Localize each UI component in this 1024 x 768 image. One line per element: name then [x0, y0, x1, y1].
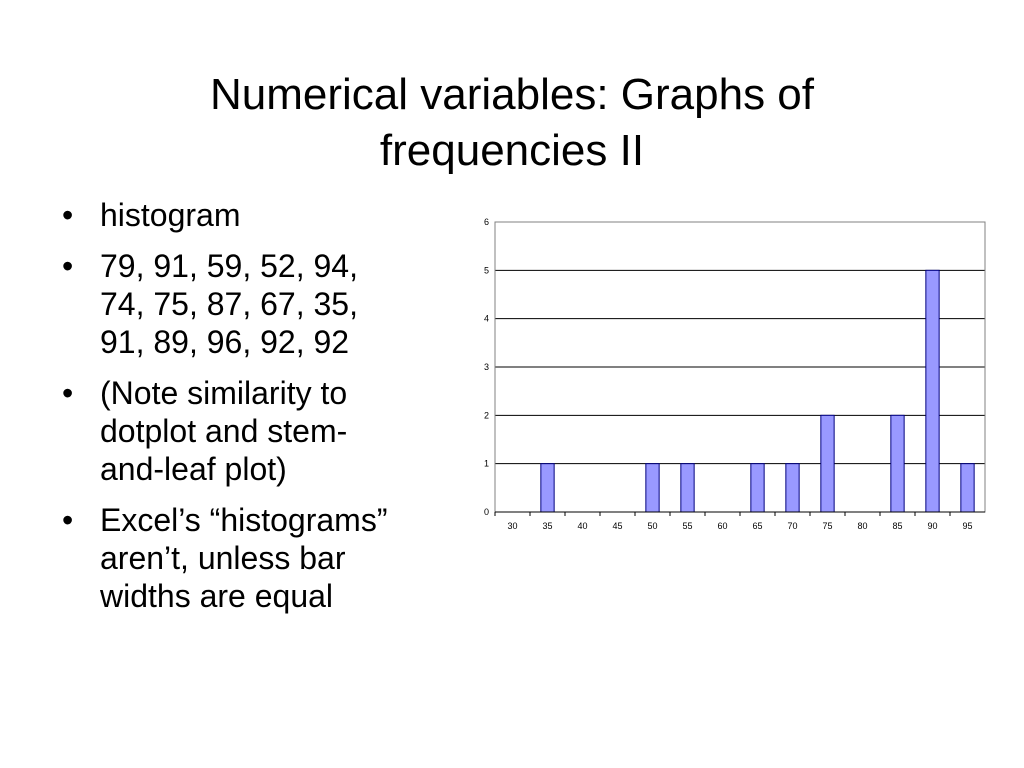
slide-title: Numerical variables: Graphs of frequenci… [60, 67, 964, 179]
bullet-item-note: • (Note similarity to dotplot and stem- … [62, 374, 472, 488]
y-tick-label: 5 [484, 265, 489, 275]
x-tick-labels: 30 35 40 45 50 55 60 65 70 75 80 85 90 95 [507, 521, 972, 531]
y-tick-label: 2 [484, 410, 489, 420]
bullet-line: widths are equal [100, 578, 334, 614]
bullet-item-histogram: • histogram [62, 196, 472, 234]
bar-90 [925, 269, 940, 513]
bullet-line: 74, 75, 87, 67, 35, [100, 286, 358, 322]
bullet-dot-icon: • [62, 197, 74, 233]
slide-title-line-2: frequencies II [379, 126, 645, 176]
axes [494, 221, 986, 516]
x-tick-label: 65 [752, 521, 762, 531]
bars [540, 269, 975, 513]
bar-50 [645, 463, 660, 513]
y-tick-label: 1 [484, 459, 489, 469]
bar-70 [785, 463, 800, 513]
bullet-dot-icon: • [62, 248, 74, 284]
bullet-line: (Note similarity to [100, 375, 348, 411]
x-tick-label: 60 [717, 521, 727, 531]
bullet-dot-icon: • [62, 375, 74, 411]
bullet-line: dotplot and stem- [100, 413, 348, 449]
x-tick-label: 45 [612, 521, 622, 531]
y-tick-label: 3 [484, 362, 489, 372]
bar-35 [540, 463, 555, 513]
x-tick-label: 50 [647, 521, 657, 531]
bullet-line: 79, 91, 59, 52, 94, [100, 248, 358, 284]
bar-75 [820, 414, 835, 513]
x-tick-label: 95 [962, 521, 972, 531]
y-tick-label: 4 [484, 314, 489, 324]
bullet-list: • histogram • 79, 91, 59, 52, 94, 74, 75… [62, 196, 472, 628]
bullet-dot-icon: • [62, 502, 74, 538]
y-tick-label: 0 [484, 507, 489, 517]
x-tick-label: 55 [682, 521, 692, 531]
x-tick-label: 85 [892, 521, 902, 531]
slide-title-line-1: Numerical variables: Graphs of [209, 70, 814, 120]
bullet-line: 91, 89, 96, 92, 92 [100, 324, 350, 360]
y-tick-labels: 0 1 2 3 4 5 6 [484, 217, 489, 517]
bullet-line: histogram [100, 197, 241, 233]
x-tick-label: 35 [542, 521, 552, 531]
bullet-line: aren’t, unless bar [100, 540, 346, 576]
bullet-item-data-values: • 79, 91, 59, 52, 94, 74, 75, 87, 67, 35… [62, 247, 472, 361]
x-tick-label: 70 [787, 521, 797, 531]
bar-65 [750, 463, 765, 513]
x-tick-label: 30 [507, 521, 517, 531]
gridlines [495, 221, 985, 465]
y-tick-label: 6 [484, 217, 489, 227]
bullet-text: (Note similarity to dotplot and stem- an… [100, 374, 472, 488]
x-tick-label: 75 [822, 521, 832, 531]
x-tick-label: 90 [927, 521, 937, 531]
x-tick-label: 40 [577, 521, 587, 531]
bullet-line: Excel’s “histograms” [100, 502, 388, 538]
bullet-text: 79, 91, 59, 52, 94, 74, 75, 87, 67, 35, … [100, 247, 472, 361]
bar-95 [960, 463, 975, 513]
bullet-item-excel: • Excel’s “histograms” aren’t, unless ba… [62, 501, 472, 615]
bar-85 [890, 414, 905, 513]
bullet-text: histogram [100, 196, 472, 234]
bullet-line: and-leaf plot) [100, 451, 287, 487]
bar-55 [680, 463, 695, 513]
bullet-text: Excel’s “histograms” aren’t, unless bar … [100, 501, 472, 615]
x-tick-label: 80 [857, 521, 867, 531]
